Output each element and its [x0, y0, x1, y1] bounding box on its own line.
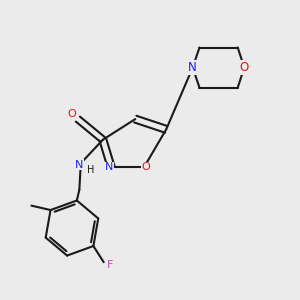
Text: N: N — [188, 61, 197, 74]
Text: N: N — [75, 160, 83, 170]
Text: N: N — [105, 162, 113, 172]
Text: O: O — [141, 162, 150, 172]
Text: H: H — [86, 165, 94, 175]
Text: O: O — [67, 109, 76, 119]
Text: O: O — [240, 61, 249, 74]
Text: F: F — [106, 260, 113, 270]
